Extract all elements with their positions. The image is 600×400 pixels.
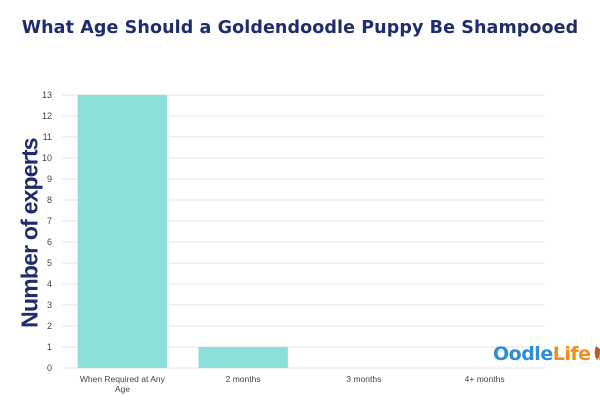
x-tick-label: 2 months: [226, 374, 261, 384]
oodlelife-logo: OodleLife: [493, 338, 600, 370]
y-tick-label: 0: [47, 363, 52, 373]
bar: [198, 347, 288, 368]
x-tick-label: 4+ months: [465, 374, 505, 384]
logo-part1: Oodle: [493, 343, 553, 365]
y-tick-label: 1: [47, 342, 52, 352]
logo-part2: Life: [552, 343, 591, 365]
y-tick-label: 10: [42, 153, 52, 163]
y-tick-label: 2: [47, 321, 52, 331]
y-tick-label: 13: [42, 90, 52, 100]
y-tick-label: 6: [47, 237, 52, 247]
chart-title: What Age Should a Goldendoodle Puppy Be …: [21, 18, 579, 38]
y-tick-label: 9: [47, 174, 52, 184]
bar: [77, 95, 168, 368]
x-tick-label: Age: [115, 384, 130, 394]
y-tick-label: 3: [47, 300, 52, 310]
logo-wordmark: OodleLife: [493, 343, 591, 365]
y-tick-label: 4: [47, 279, 52, 289]
y-tick-label: 11: [43, 132, 52, 142]
y-tick-label: 12: [42, 111, 52, 121]
x-tick-label: 3 months: [346, 374, 381, 384]
dog-face-icon: [594, 346, 600, 362]
x-tick-label: When Required at Any: [80, 374, 166, 384]
y-tick-label: 7: [47, 216, 52, 226]
y-tick-label: 8: [47, 195, 52, 205]
y-tick-label: 5: [47, 258, 52, 268]
bars: [77, 95, 288, 368]
